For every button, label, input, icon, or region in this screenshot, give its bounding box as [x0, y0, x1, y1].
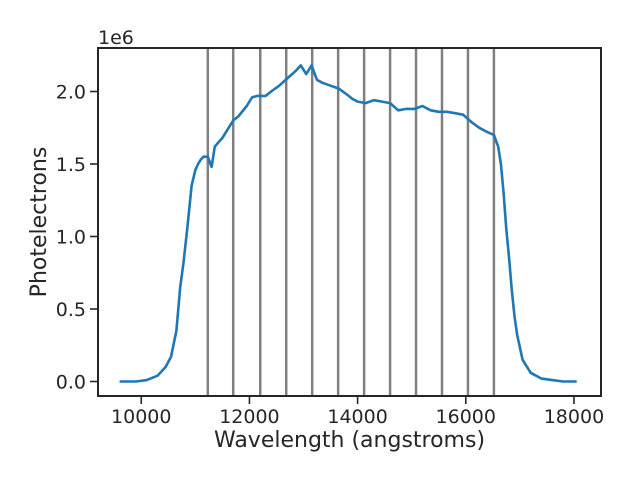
y-tick-label-4: 2.0: [56, 82, 86, 104]
plot-frame: [97, 47, 602, 397]
y-axis-offset-text: 1e6: [98, 27, 134, 49]
vertical-lines: [206, 48, 496, 396]
y-tick-label-1: 0.5: [56, 299, 86, 321]
y-axis: 0.0 0.5 1.0 1.5 2.0: [56, 82, 98, 394]
x-axis-label: Wavelength (angstroms): [214, 428, 485, 453]
y-tick-label-0: 0.0: [56, 372, 86, 394]
y-tick-label-2: 1.0: [56, 227, 86, 249]
y-axis-label: Photelectrons: [27, 147, 52, 298]
x-tick-label-3: 16000: [436, 406, 496, 428]
y-tick-label-3: 1.5: [56, 154, 86, 176]
x-tick-label-1: 12000: [219, 406, 279, 428]
x-tick-label-0: 10000: [111, 406, 171, 428]
x-tick-label-2: 14000: [327, 406, 387, 428]
series-layer: [119, 64, 577, 383]
x-axis: 10000 12000 14000 16000 18000: [111, 396, 604, 428]
series-line-0: [119, 64, 577, 383]
x-tick-label-4: 18000: [544, 406, 604, 428]
